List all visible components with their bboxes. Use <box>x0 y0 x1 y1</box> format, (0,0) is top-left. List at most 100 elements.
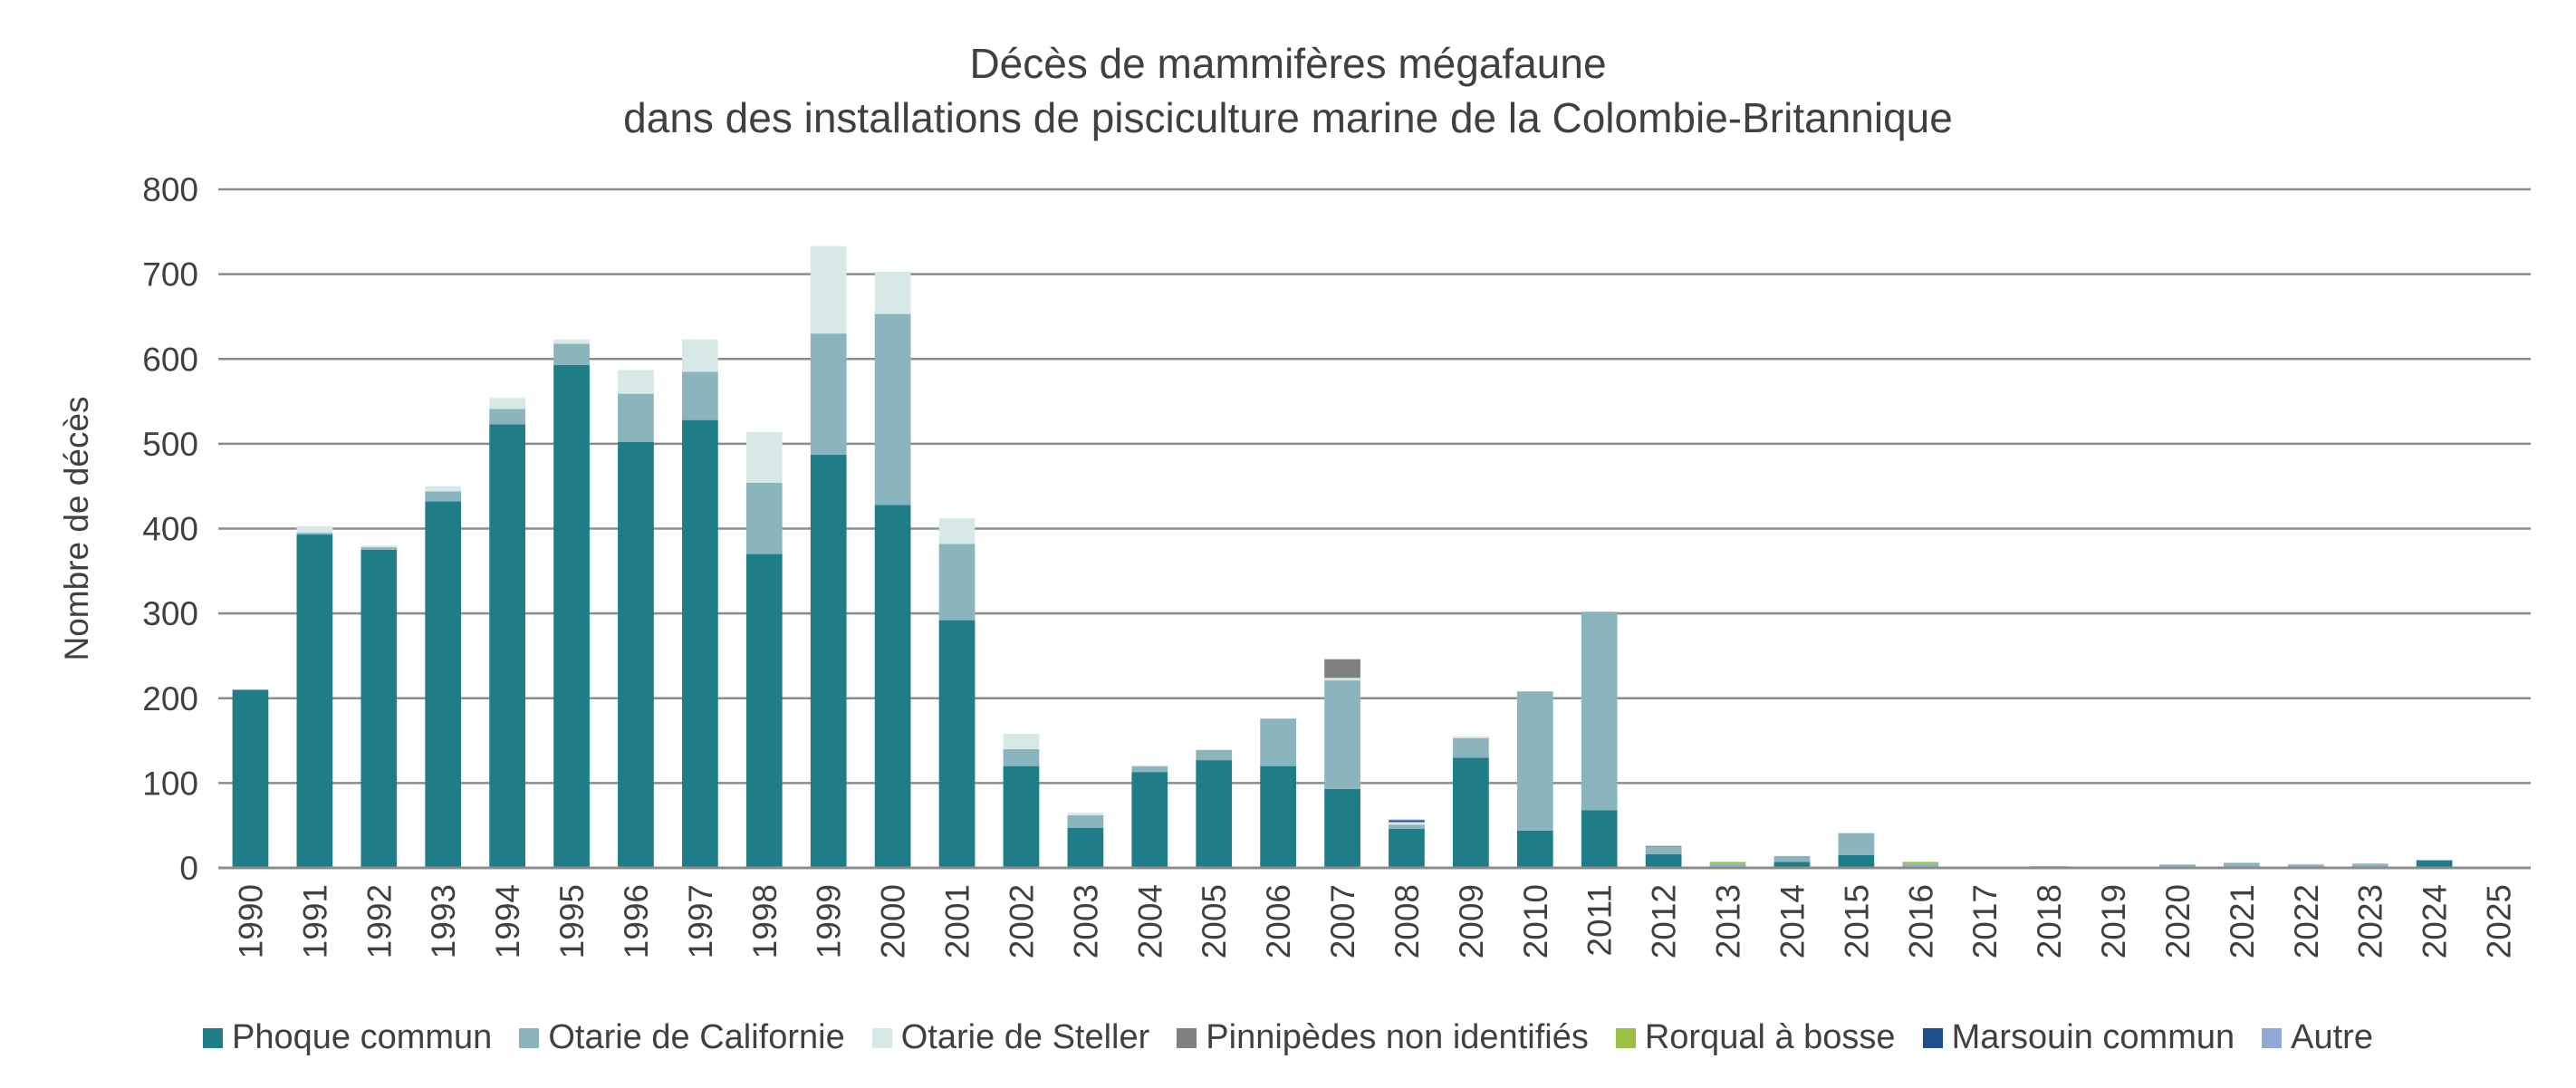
bar-otarie-de-californie-2023 <box>2351 863 2389 868</box>
bar-phoque-commun-2008 <box>1389 828 1425 868</box>
bar-phoque-commun-1996 <box>618 442 654 868</box>
bar-phoque-commun-2011 <box>1581 810 1618 868</box>
bar-otarie-de-californie-1994 <box>489 409 525 425</box>
legend-label: Pinnipèdes non identifiés <box>1206 1018 1589 1056</box>
x-tick-label: 2009 <box>1453 884 1490 958</box>
bar-autre-2008 <box>1389 819 1425 821</box>
bar-phoque-commun-2010 <box>1516 830 1553 868</box>
bar-otarie-de-steller-1991 <box>296 525 333 534</box>
bar-phoque-commun-1990 <box>232 689 269 868</box>
bar-otarie-de-steller-2009 <box>1453 736 1489 738</box>
x-tick-label: 2011 <box>1581 884 1619 957</box>
x-tick-label: 2002 <box>1003 884 1040 958</box>
bar-otarie-de-steller-1995 <box>553 339 590 344</box>
legend-label: Otarie de Californie <box>548 1018 845 1056</box>
bar-phoque-commun-1994 <box>489 424 525 868</box>
bar-otarie-de-californie-2012 <box>1645 846 1682 855</box>
x-tick-label: 2020 <box>2159 884 2196 958</box>
legend-item: Marsouin commun <box>1922 1018 2235 1057</box>
bar-otarie-de-californie-2021 <box>2224 862 2260 868</box>
bar-phoque-commun-1999 <box>810 455 847 868</box>
bar-otarie-de-californie-2006 <box>1260 718 1296 766</box>
x-tick-label: 1992 <box>360 884 398 958</box>
x-tick-label: 1997 <box>682 884 719 958</box>
bar-otarie-de-steller-2001 <box>938 518 976 544</box>
bar-otarie-de-californie-2016 <box>1902 863 1939 868</box>
x-tick-label: 1995 <box>553 884 591 958</box>
bar-phoque-commun-2015 <box>1838 854 1875 868</box>
x-tick-label: 1994 <box>489 884 526 958</box>
legend-swatch <box>1177 1027 1197 1048</box>
bar-pinnip-des-non-identifi-s-2012 <box>1645 845 1682 847</box>
bar-otarie-de-steller-2000 <box>874 271 911 314</box>
bar-otarie-de-californie-2020 <box>2159 864 2196 868</box>
bar-otarie-de-steller-1997 <box>682 339 718 372</box>
bar-rorqual-bosse-2016 <box>1902 862 1939 864</box>
x-tick-label: 2025 <box>2481 884 2518 958</box>
legend-item: Otarie de Steller <box>871 1018 1150 1057</box>
bar-otarie-de-californie-2003 <box>1067 814 1104 828</box>
legend-swatch <box>871 1027 892 1048</box>
x-tick-label: 2001 <box>939 884 976 958</box>
bar-otarie-de-steller-1994 <box>489 398 525 409</box>
bar-otarie-de-californie-1999 <box>810 333 847 456</box>
bar-otarie-de-steller-1998 <box>745 431 783 483</box>
chart-subtitle: dans des installations de pisciculture m… <box>623 94 1953 141</box>
bar-otarie-de-steller-2003 <box>1067 813 1104 815</box>
x-tick-label: 2008 <box>1389 884 1426 958</box>
bar-otarie-de-steller-1992 <box>360 545 398 548</box>
bar-phoque-commun-1992 <box>360 549 398 868</box>
x-tick-label: 2019 <box>2095 884 2132 958</box>
bar-phoque-commun-2012 <box>1645 854 1682 868</box>
x-tick-label: 2017 <box>1966 884 2004 958</box>
bar-phoque-commun-2009 <box>1453 757 1489 868</box>
legend-item: Pinnipèdes non identifiés <box>1177 1018 1589 1057</box>
bar-phoque-commun-1995 <box>553 364 590 869</box>
legend-swatch <box>2262 1027 2283 1048</box>
bar-phoque-commun-2007 <box>1324 788 1360 868</box>
legend-label: Otarie de Steller <box>900 1018 1150 1056</box>
bar-otarie-de-californie-1996 <box>618 393 654 443</box>
legend-swatch <box>203 1027 224 1048</box>
x-tick-label: 2006 <box>1260 884 1297 958</box>
legend-swatch <box>1615 1027 1636 1048</box>
x-tick-label: 2023 <box>2352 884 2389 958</box>
legend: Phoque commun Otarie de Californie Otarie … <box>0 1018 2576 1057</box>
legend-label: Rorqual à bosse <box>1644 1018 1896 1056</box>
y-tick-label: 200 <box>142 680 198 717</box>
bar-otarie-de-californie-2000 <box>874 313 911 505</box>
bar-otarie-de-steller-1996 <box>618 370 654 394</box>
y-axis-label: Nombre de décès <box>58 396 95 660</box>
bar-otarie-de-californie-1991 <box>296 533 333 535</box>
bar-otarie-de-steller-2022 <box>2287 863 2324 865</box>
bar-phoque-commun-2003 <box>1067 827 1104 868</box>
bar-otarie-de-californie-2005 <box>1196 749 1233 761</box>
x-tick-label: 1999 <box>811 884 848 958</box>
x-tick-label: 2022 <box>2288 884 2325 958</box>
bar-otarie-de-californie-2013 <box>1709 863 1746 868</box>
bar-phoque-commun-2006 <box>1260 765 1296 868</box>
bar-phoque-commun-1993 <box>425 501 462 868</box>
x-tick-label: 2000 <box>875 884 912 958</box>
bar-otarie-de-californie-2001 <box>938 544 976 621</box>
bar-rorqual-bosse-2013 <box>1709 862 1746 864</box>
x-tick-label: 2012 <box>1646 884 1683 958</box>
x-tick-label: 2018 <box>2031 884 2068 958</box>
bar-pinnip-des-non-identifi-s-2007 <box>1324 659 1360 679</box>
bar-otarie-de-californie-2002 <box>1003 748 1040 766</box>
legend-label: Phoque commun <box>232 1018 493 1056</box>
bar-otarie-de-steller-2007 <box>1324 678 1360 681</box>
bar-phoque-commun-2002 <box>1003 765 1040 868</box>
bar-phoque-commun-2024 <box>2416 860 2453 868</box>
x-tick-label: 2014 <box>1773 884 1811 958</box>
legend-label: Autre <box>2291 1018 2373 1056</box>
bar-otarie-de-californie-1995 <box>553 343 590 365</box>
bar-otarie-de-californie-2014 <box>1773 855 1811 862</box>
y-tick-label: 800 <box>142 171 198 208</box>
bar-phoque-commun-1997 <box>682 419 718 868</box>
bar-otarie-de-steller-2002 <box>1003 734 1040 749</box>
x-tick-label: 2015 <box>1838 884 1875 958</box>
bar-otarie-de-californie-2011 <box>1581 611 1618 811</box>
bar-phoque-commun-2004 <box>1131 772 1168 868</box>
